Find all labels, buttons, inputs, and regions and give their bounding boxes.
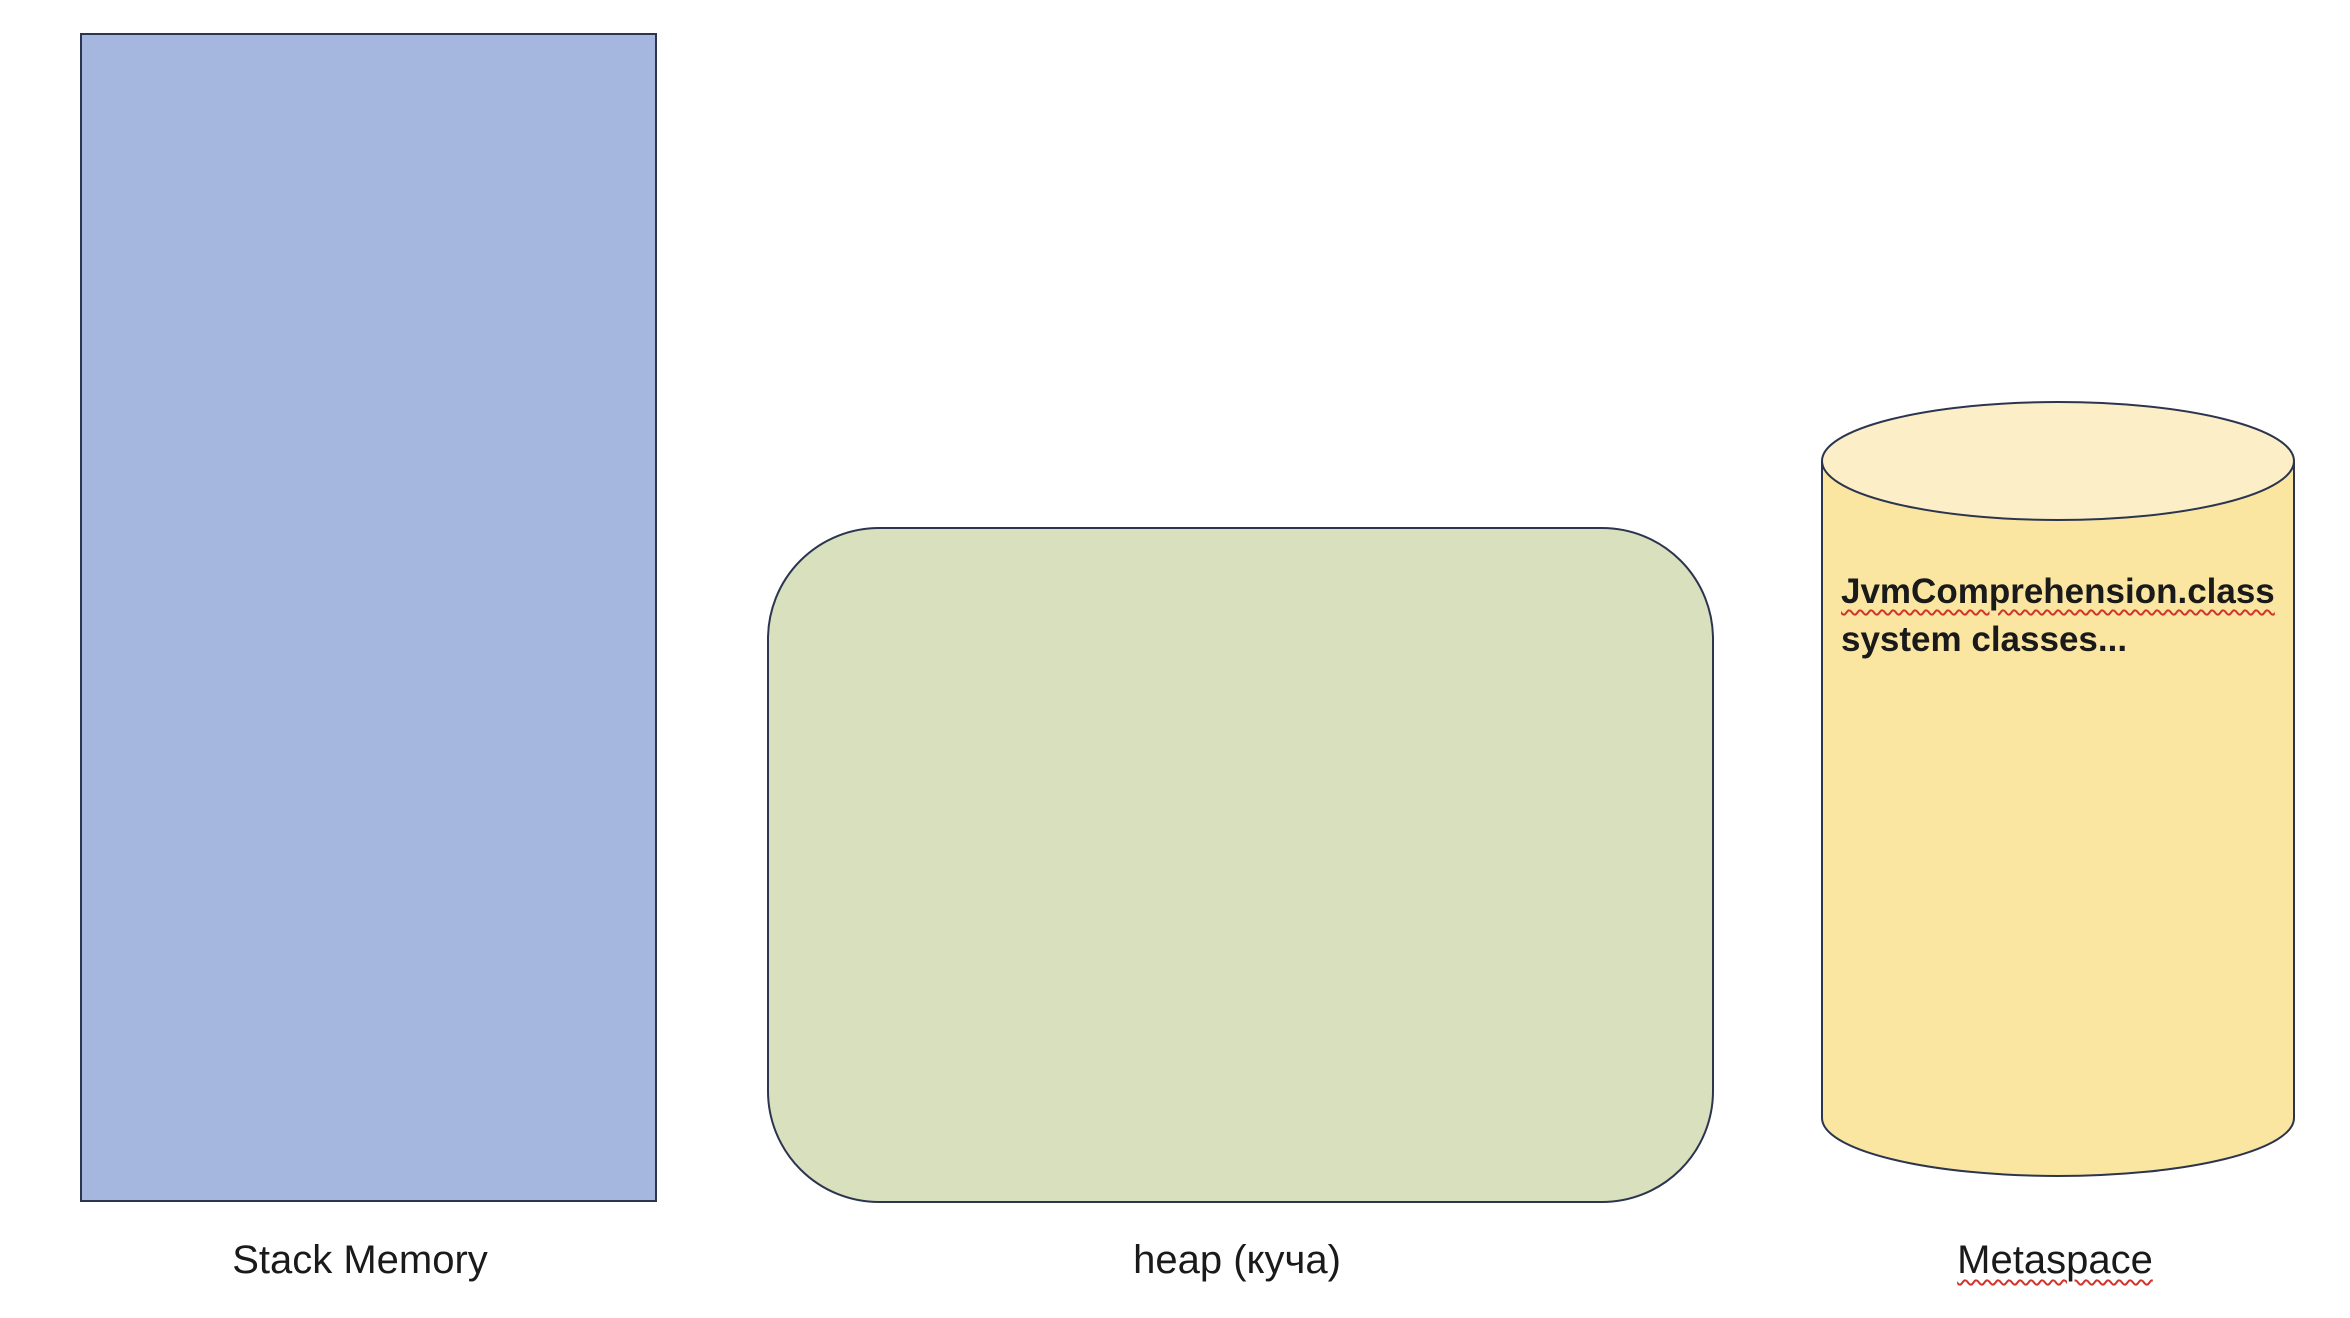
heap-block[interactable] <box>767 527 1714 1203</box>
metaspace-cylinder-top <box>1821 401 2295 521</box>
metaspace-cylinder-shape <box>1821 401 2295 1177</box>
metaspace-cylinder-body <box>1821 461 2295 1177</box>
stack-memory-caption: Stack Memory <box>232 1238 488 1282</box>
heap-caption: heap (куча) <box>1133 1238 1341 1282</box>
metaspace-line-system-classes: system classes... <box>1841 620 2128 659</box>
metaspace-contents[interactable]: JvmComprehension.class system classes... <box>1841 568 2275 664</box>
metaspace-line-class-file: JvmComprehension.class <box>1841 572 2275 611</box>
metaspace-caption: Metaspace <box>1957 1238 2153 1282</box>
metaspace-cylinder[interactable] <box>1820 400 2296 1180</box>
stack-memory-block[interactable] <box>80 33 657 1202</box>
